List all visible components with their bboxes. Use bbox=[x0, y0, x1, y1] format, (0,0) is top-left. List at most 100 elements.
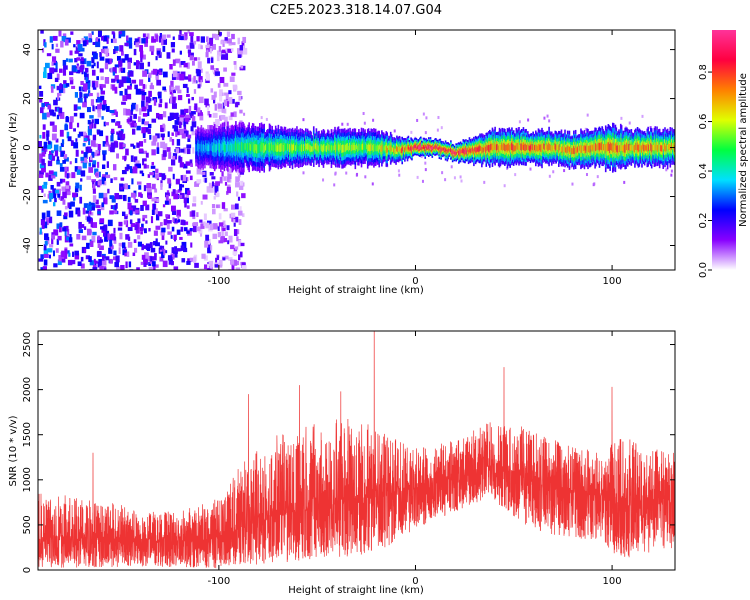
noise-speckle bbox=[80, 178, 83, 182]
noise-speckle bbox=[134, 84, 138, 90]
noise-speckle bbox=[62, 199, 66, 205]
noise-speckle bbox=[585, 173, 588, 177]
noise-speckle bbox=[425, 116, 428, 120]
noise-speckle bbox=[112, 84, 115, 91]
noise-speckle bbox=[141, 93, 146, 101]
noise-speckle bbox=[61, 256, 66, 263]
noise-speckle bbox=[62, 69, 67, 76]
noise-speckle bbox=[92, 204, 96, 208]
signal-band-cell bbox=[299, 143, 302, 152]
noise-speckle bbox=[54, 77, 59, 83]
signal-band-cell bbox=[621, 145, 624, 151]
noise-speckle bbox=[89, 260, 94, 266]
noise-speckle bbox=[222, 220, 226, 226]
noise-speckle bbox=[50, 175, 56, 179]
noise-speckle bbox=[233, 216, 239, 223]
noise-speckle bbox=[74, 158, 78, 164]
noise-speckle bbox=[171, 139, 175, 146]
noise-speckle bbox=[191, 210, 196, 217]
noise-speckle bbox=[64, 205, 68, 210]
signal-band-cell bbox=[447, 149, 450, 153]
signal-band-cell bbox=[475, 147, 478, 153]
noise-speckle bbox=[153, 230, 158, 236]
signal-band-cell bbox=[214, 144, 217, 153]
noise-speckle bbox=[239, 180, 244, 186]
noise-speckle bbox=[155, 56, 158, 61]
noise-speckle bbox=[80, 59, 85, 64]
noise-speckle bbox=[162, 260, 168, 268]
signal-band-cell bbox=[600, 143, 603, 150]
signal-band-cell bbox=[390, 145, 393, 152]
noise-speckle bbox=[189, 42, 195, 49]
signal-band-cell bbox=[343, 144, 345, 153]
noise-speckle bbox=[363, 121, 366, 125]
noise-speckle bbox=[186, 205, 190, 209]
noise-speckle bbox=[171, 132, 174, 136]
noise-speckle bbox=[201, 253, 206, 259]
noise-speckle bbox=[66, 131, 70, 139]
noise-speckle bbox=[222, 227, 226, 232]
signal-band-cell bbox=[228, 144, 230, 152]
noise-speckle bbox=[219, 176, 223, 184]
noise-speckle bbox=[529, 167, 532, 171]
noise-speckle bbox=[130, 155, 134, 162]
signal-band-cell bbox=[374, 143, 377, 152]
noise-speckle bbox=[106, 161, 109, 168]
noise-speckle bbox=[169, 90, 173, 95]
signal-band-cell bbox=[327, 144, 330, 151]
noise-speckle bbox=[159, 36, 163, 43]
noise-speckle bbox=[147, 61, 151, 67]
signal-band-cell bbox=[649, 143, 651, 150]
signal-band-cell bbox=[329, 144, 332, 150]
noise-speckle bbox=[670, 173, 673, 177]
signal-band-cell bbox=[403, 146, 405, 150]
noise-speckle bbox=[74, 250, 79, 256]
noise-speckle bbox=[74, 57, 78, 63]
spectrogram-x-axis-label: Height of straight line (km) bbox=[288, 285, 424, 296]
signal-band-cell bbox=[565, 147, 567, 153]
signal-band-cell bbox=[553, 144, 556, 150]
noise-speckle bbox=[60, 142, 64, 148]
signal-band-cell bbox=[350, 144, 352, 152]
noise-speckle bbox=[133, 113, 137, 119]
signal-band-cell bbox=[338, 144, 341, 153]
noise-speckle bbox=[159, 256, 164, 262]
noise-speckle bbox=[107, 219, 113, 227]
signal-band-cell bbox=[653, 143, 656, 152]
noise-speckle bbox=[211, 176, 216, 180]
noise-speckle bbox=[121, 101, 126, 105]
noise-speckle bbox=[193, 256, 197, 263]
signal-band-cell bbox=[258, 144, 260, 154]
noise-speckle bbox=[230, 259, 235, 265]
noise-speckle bbox=[204, 177, 207, 183]
noise-speckle bbox=[172, 59, 176, 66]
noise-speckle bbox=[139, 226, 144, 232]
noise-speckle bbox=[71, 85, 76, 89]
signal-band-cell bbox=[582, 145, 585, 152]
signal-band-cell bbox=[215, 144, 218, 153]
noise-speckle bbox=[46, 112, 50, 118]
signal-band-cell bbox=[355, 145, 358, 151]
noise-speckle bbox=[103, 121, 106, 127]
noise-speckle bbox=[118, 247, 121, 255]
noise-speckle bbox=[141, 243, 144, 251]
noise-speckle bbox=[159, 32, 162, 38]
noise-speckle bbox=[204, 240, 209, 248]
noise-speckle bbox=[39, 227, 42, 235]
noise-speckle bbox=[92, 41, 97, 45]
noise-speckle bbox=[113, 48, 116, 55]
noise-speckle bbox=[206, 49, 209, 54]
signal-band-cell bbox=[205, 143, 208, 151]
noise-speckle bbox=[107, 233, 110, 241]
noise-speckle bbox=[97, 243, 101, 248]
noise-speckle bbox=[416, 118, 419, 122]
signal-band-cell bbox=[513, 145, 516, 152]
noise-speckle bbox=[52, 192, 55, 198]
signal-band-cell bbox=[584, 145, 587, 151]
noise-speckle bbox=[100, 95, 105, 101]
signal-band-cell bbox=[397, 146, 400, 153]
signal-band-cell bbox=[411, 147, 413, 152]
noise-speckle bbox=[210, 187, 214, 193]
noise-speckle bbox=[80, 170, 86, 177]
noise-speckle bbox=[47, 248, 53, 253]
